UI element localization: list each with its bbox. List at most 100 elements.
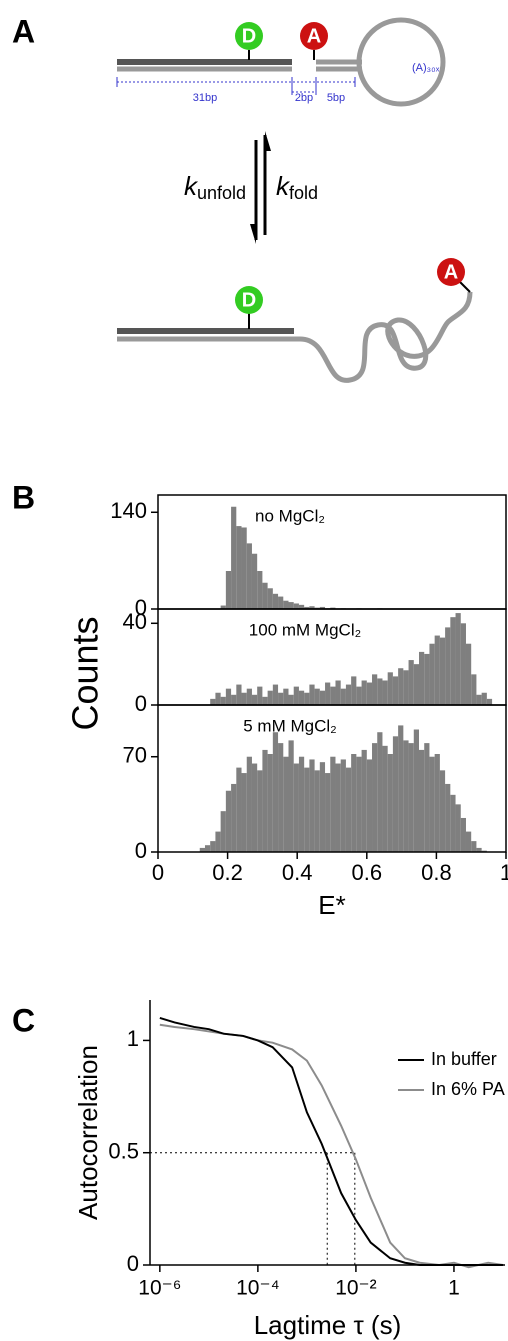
histogram-bar — [356, 686, 362, 705]
acceptor — [437, 258, 465, 286]
histogram-bar — [298, 604, 305, 609]
x-tick-label: 1 — [500, 860, 508, 885]
histogram-bar — [439, 637, 446, 705]
histogram-bar — [298, 756, 305, 852]
y-tick-label: 0 — [135, 691, 147, 716]
histogram-bar — [392, 736, 399, 852]
histogram-bar — [251, 763, 258, 852]
histogram-bar — [403, 670, 409, 705]
donor — [235, 22, 263, 50]
y-axis-label: Counts — [65, 616, 106, 730]
histogram-bar — [304, 767, 310, 852]
histogram-bar — [241, 773, 247, 852]
acceptor-label: A — [444, 261, 458, 283]
histogram-bar — [481, 692, 487, 705]
histogram-bar — [278, 596, 284, 609]
histogram-bar — [392, 676, 399, 705]
histogram-bar — [398, 668, 404, 705]
histogram-bar — [319, 762, 326, 852]
panel-label: A — [12, 13, 35, 49]
histogram-bar — [403, 740, 409, 852]
histogram-bar — [314, 770, 320, 852]
histogram-bar — [455, 613, 461, 705]
x-tick-label: 10⁻² — [335, 1277, 376, 1300]
histogram-bar — [382, 680, 388, 705]
histogram-bar — [434, 635, 440, 705]
histogram-bar — [246, 688, 252, 705]
x-tick-label: 10⁻⁶ — [138, 1277, 181, 1300]
histogram-bar — [283, 688, 289, 705]
histogram-bar — [476, 847, 482, 852]
histogram-bar — [304, 606, 310, 609]
histogram-bar — [262, 749, 268, 852]
x-axis-label: Lagtime τ (s) — [254, 1310, 402, 1340]
histogram-bar — [304, 692, 310, 705]
histogram-bar — [231, 694, 237, 705]
histogram-bar — [267, 754, 273, 852]
panel-title: 100 mM MgCl₂ — [249, 620, 361, 639]
histogram-bar — [335, 680, 341, 705]
segment-label: 31bp — [193, 92, 217, 104]
y-tick-label: 0 — [135, 838, 147, 863]
histogram-bar — [325, 773, 331, 852]
histogram-bar — [236, 526, 242, 609]
plot-frame — [157, 704, 507, 853]
histogram-bar — [309, 684, 315, 705]
histogram-bar — [293, 603, 299, 609]
histogram-bar — [351, 754, 357, 852]
donor-label: D — [242, 289, 256, 311]
histogram-bar — [330, 756, 336, 852]
histogram-bar — [220, 811, 226, 852]
x-tick-label: 0.8 — [421, 860, 452, 885]
histogram-bar — [246, 543, 252, 609]
histogram-bar — [283, 756, 289, 852]
histogram-bar — [330, 686, 336, 705]
histogram-bar — [445, 783, 451, 852]
histogram-bar — [210, 841, 216, 852]
dna-strand — [117, 291, 473, 383]
donor-label: D — [242, 25, 256, 47]
panel-title: 5 mM MgCl₂ — [243, 716, 337, 735]
histogram-bar — [199, 847, 205, 852]
histogram-bar — [372, 743, 378, 852]
histogram-bar — [231, 783, 237, 852]
legend-label: In 6% PA — [431, 1079, 505, 1099]
histogram-bar — [283, 600, 289, 609]
histogram-bar — [450, 617, 456, 705]
histogram-bar — [398, 725, 404, 852]
histogram-bar — [476, 694, 482, 705]
y-tick-label: 40 — [123, 609, 147, 634]
ruler — [117, 81, 355, 93]
loop-label: (A)₃₀ₓ — [412, 62, 440, 74]
histogram-bar — [278, 692, 284, 705]
histogram-bar — [236, 767, 242, 852]
histogram-bar — [460, 623, 466, 705]
histogram-bar — [309, 606, 315, 609]
histogram-bar — [251, 553, 258, 609]
histogram-bar — [424, 653, 430, 705]
histogram-bar — [262, 582, 268, 609]
y-tick-label: 0 — [127, 1251, 139, 1276]
x-tick-label: 0.4 — [282, 860, 313, 885]
histogram-bar — [225, 571, 232, 609]
histogram-bar — [272, 684, 279, 705]
panel-title: no MgCl₂ — [255, 506, 325, 525]
acceptor-label: A — [307, 25, 321, 47]
histogram-bar — [471, 841, 477, 852]
histogram-bar — [366, 759, 373, 852]
histogram-bar — [408, 660, 414, 705]
histogram-bar — [471, 674, 477, 705]
plot-frame — [157, 494, 507, 610]
histogram-bar — [429, 643, 435, 705]
histogram-bar — [236, 684, 242, 705]
histogram-bar — [220, 605, 226, 609]
histogram-bar — [309, 759, 315, 852]
rate-subscript: unfold — [197, 183, 246, 203]
histogram-bar — [267, 690, 273, 705]
histogram-bar — [361, 680, 367, 705]
histogram-bar — [361, 749, 367, 852]
histogram-bar — [413, 664, 419, 705]
histogram-bar — [246, 756, 252, 852]
